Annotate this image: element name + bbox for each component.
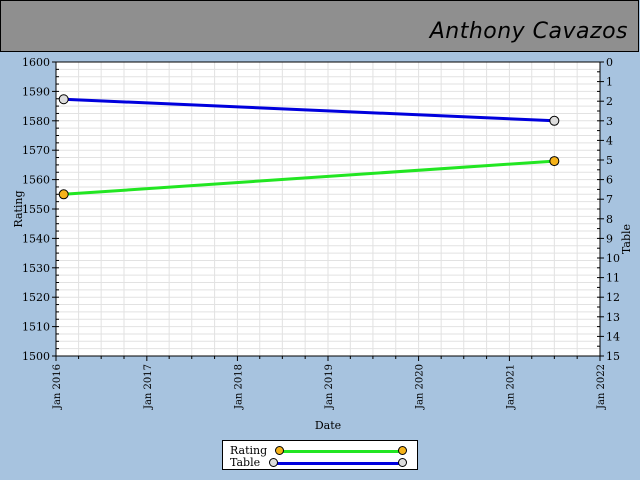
y-tick-label: 1570 (22, 144, 50, 157)
y-tick-label: 1580 (22, 115, 50, 128)
legend-line-rating (280, 450, 403, 453)
series-line-table (63, 97, 555, 123)
y2-tick-label: 5 (606, 154, 613, 167)
y-tick-label: 1590 (22, 85, 50, 98)
y2-tick-label: 0 (606, 56, 613, 69)
x-tick-label: Jan 2016 (52, 364, 63, 410)
y-tick-label: 1550 (22, 203, 50, 216)
x-tick-label: Jan 2017 (143, 364, 154, 410)
legend-line-table (274, 462, 403, 465)
y2-tick-label: 2 (606, 95, 613, 108)
y-tick-label: 1500 (22, 350, 50, 363)
legend-label-rating: Rating (230, 444, 268, 457)
header-bar: Anthony Cavazos (0, 0, 639, 52)
y-tick-label: 1520 (22, 291, 50, 304)
y-axis-label: Rating (12, 190, 25, 227)
rating-point (549, 156, 560, 167)
x-tick-label: Jan 2020 (415, 364, 426, 410)
legend-marker-table (269, 458, 278, 467)
series-line-rating (63, 159, 555, 196)
y-tick-label: 1530 (22, 262, 50, 275)
y2-tick-label: 10 (606, 252, 620, 265)
x-tick-label: Jan 2019 (324, 364, 335, 410)
legend: Rating Table (222, 440, 418, 470)
y-tick-label: 1540 (22, 232, 50, 245)
y2-tick-label: 6 (606, 174, 613, 187)
y2-tick-label: 7 (606, 193, 613, 206)
table-point (58, 94, 69, 105)
y2-tick-label: 15 (606, 350, 620, 363)
y2-tick-label: 4 (606, 134, 613, 147)
y-tick-label: 1510 (22, 321, 50, 334)
rating-point (58, 189, 69, 200)
x-tick-label: Jan 2021 (505, 364, 516, 410)
y-tick-label: 1560 (22, 174, 50, 187)
y2-tick-label: 9 (606, 232, 613, 245)
player-name: Anthony Cavazos (429, 19, 628, 44)
legend-marker-table-end (398, 458, 407, 467)
legend-label-table: Table (230, 456, 261, 469)
y2-tick-label: 13 (606, 311, 620, 324)
y2-tick-label: 12 (606, 291, 620, 304)
table-point (549, 115, 560, 126)
y2-tick-label: 14 (606, 330, 620, 343)
legend-marker-rating-end (398, 446, 407, 455)
y2-tick-label: 11 (606, 272, 620, 285)
legend-marker-rating (275, 446, 284, 455)
y2-tick-label: 3 (606, 115, 613, 128)
y2-axis-label: Table (620, 224, 633, 254)
x-tick-label: Jan 2022 (596, 364, 607, 410)
y2-tick-label: 8 (606, 213, 613, 226)
x-tick-label: Jan 2018 (233, 364, 244, 410)
y2-tick-label: 1 (606, 76, 613, 89)
y-tick-label: 1600 (22, 56, 50, 69)
x-axis-label: Date (315, 419, 341, 432)
